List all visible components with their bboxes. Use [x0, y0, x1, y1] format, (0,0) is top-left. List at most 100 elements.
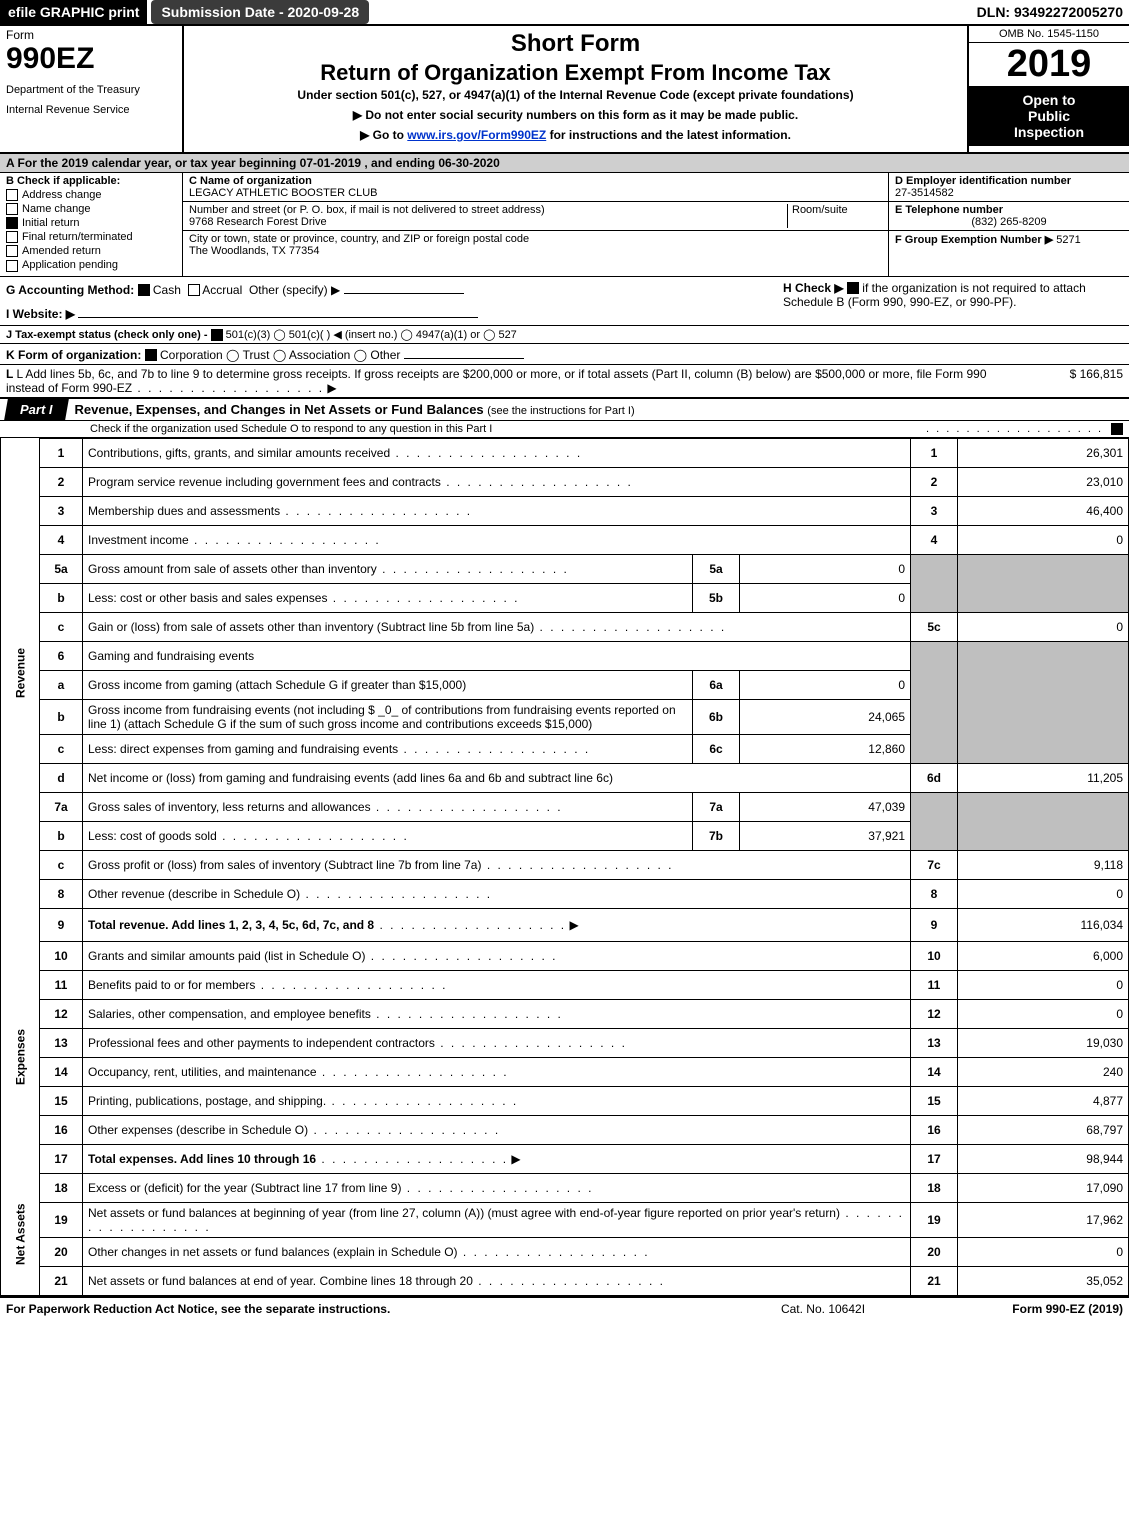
form-number: 990EZ — [6, 42, 176, 76]
part1-header: Part I Revenue, Expenses, and Changes in… — [0, 397, 1129, 421]
short-form-title: Short Form — [190, 30, 961, 58]
checkbox-checked-icon — [6, 217, 18, 229]
instr-no-ssn: ▶ Do not enter social security numbers o… — [190, 108, 961, 122]
checkbox-checked-icon[interactable] — [211, 329, 223, 341]
netassets-side-label: Net Assets — [1, 1173, 40, 1295]
section-c: C Name of organization LEGACY ATHLETIC B… — [183, 173, 888, 276]
omb-number: OMB No. 1545-1150 — [969, 26, 1129, 43]
header-right: OMB No. 1545-1150 2019 Open to Public In… — [967, 26, 1129, 152]
table-row: 7a Gross sales of inventory, less return… — [1, 792, 1129, 821]
section-b-header: B Check if applicable: — [6, 175, 176, 187]
instr-goto-post: for instructions and the latest informat… — [550, 128, 791, 142]
form-number-block: Form 990EZ Department of the Treasury In… — [0, 26, 184, 152]
table-row: 14 Occupancy, rent, utilities, and maint… — [1, 1057, 1129, 1086]
part1-tab: Part I — [4, 399, 68, 420]
expenses-side-label: Expenses — [1, 941, 40, 1173]
form-word: Form — [6, 28, 176, 42]
checkbox-checked-icon[interactable] — [1111, 423, 1123, 435]
instr-goto: ▶ Go to www.irs.gov/Form990EZ for instru… — [190, 128, 961, 142]
ein-row: D Employer identification number 27-3514… — [889, 173, 1129, 202]
j-row: J Tax-exempt status (check only one) - 5… — [0, 326, 1129, 344]
footer-catno: Cat. No. 10642I — [723, 1302, 923, 1316]
irs-link[interactable]: www.irs.gov/Form990EZ — [407, 128, 546, 142]
group-exemption-value: 5271 — [1056, 234, 1080, 246]
table-row: 13 Professional fees and other payments … — [1, 1028, 1129, 1057]
tax-period-row: A For the 2019 calendar year, or tax yea… — [0, 154, 1129, 173]
table-row: Net Assets 18 Excess or (deficit) for th… — [1, 1173, 1129, 1202]
street-label: Number and street (or P. O. box, if mail… — [189, 204, 787, 216]
table-row: c Gross profit or (loss) from sales of i… — [1, 850, 1129, 879]
cb-initial-return[interactable]: Initial return — [6, 217, 176, 229]
checkbox-checked-icon[interactable] — [138, 284, 150, 296]
table-row: 2 Program service revenue including gove… — [1, 467, 1129, 496]
open-line3: Inspection — [971, 124, 1127, 140]
g-accounting: G Accounting Method: Cash Accrual Other … — [6, 281, 783, 321]
part1-table: Revenue 1 Contributions, gifts, grants, … — [0, 438, 1129, 1296]
open-line1: Open to — [971, 92, 1127, 108]
checkbox-icon — [6, 231, 18, 243]
k-other-input[interactable] — [404, 346, 524, 359]
table-row: 12 Salaries, other compensation, and emp… — [1, 999, 1129, 1028]
table-row: d Net income or (loss) from gaming and f… — [1, 763, 1129, 792]
efile-print-button[interactable]: efile GRAPHIC print — [0, 0, 147, 24]
form-header: Form 990EZ Department of the Treasury In… — [0, 26, 1129, 154]
entity-block: B Check if applicable: Address change Na… — [0, 173, 1129, 277]
table-row: 3 Membership dues and assessments 3 46,4… — [1, 496, 1129, 525]
room-suite-label: Room/suite — [787, 204, 882, 228]
tax-year: 2019 — [969, 43, 1129, 86]
form-title-block: Short Form Return of Organization Exempt… — [184, 26, 967, 152]
j-label: J Tax-exempt status (check only one) - — [6, 329, 208, 341]
checkbox-checked-icon[interactable] — [145, 349, 157, 361]
table-row: 4 Investment income 4 0 — [1, 525, 1129, 554]
footer-row: For Paperwork Reduction Act Notice, see … — [0, 1296, 1129, 1320]
cb-name-change[interactable]: Name change — [6, 203, 176, 215]
cb-amended-return[interactable]: Amended return — [6, 245, 176, 257]
street-row: Number and street (or P. O. box, if mail… — [183, 202, 888, 231]
part1-title: Revenue, Expenses, and Changes in Net As… — [67, 399, 643, 420]
g-label: G Accounting Method: — [6, 283, 134, 297]
l-amount: $ 166,815 — [1023, 367, 1123, 395]
street-value: 9768 Research Forest Drive — [189, 216, 787, 228]
cb-final-return[interactable]: Final return/terminated — [6, 231, 176, 243]
cb-application-pending[interactable]: Application pending — [6, 259, 176, 271]
city-row: City or town, state or province, country… — [183, 231, 888, 259]
table-row: 17 Total expenses. Add lines 10 through … — [1, 1144, 1129, 1173]
open-line2: Public — [971, 108, 1127, 124]
part1-check-row: Check if the organization used Schedule … — [0, 421, 1129, 438]
return-title: Return of Organization Exempt From Incom… — [190, 60, 961, 86]
k-row: K Form of organization: Corporation ◯ Tr… — [0, 344, 1129, 365]
l-row: L L Add lines 5b, 6c, and 7b to line 9 t… — [0, 365, 1129, 397]
table-row: 6 Gaming and fundraising events — [1, 641, 1129, 670]
other-specify-input[interactable] — [344, 281, 464, 294]
table-row: Revenue 1 Contributions, gifts, grants, … — [1, 438, 1129, 467]
phone-row: E Telephone number (832) 265-8209 — [889, 202, 1129, 231]
table-row: c Gain or (loss) from sale of assets oth… — [1, 612, 1129, 641]
checkbox-icon — [6, 203, 18, 215]
website-input[interactable] — [78, 305, 478, 318]
table-row: 8 Other revenue (describe in Schedule O)… — [1, 879, 1129, 908]
section-def: D Employer identification number 27-3514… — [888, 173, 1129, 276]
city-label: City or town, state or province, country… — [189, 233, 529, 245]
ein-label: D Employer identification number — [895, 175, 1123, 187]
i-website-label: I Website: ▶ — [6, 307, 75, 321]
k-options: Corporation ◯ Trust ◯ Association ◯ Othe… — [160, 348, 400, 362]
table-row: 5a Gross amount from sale of assets othe… — [1, 554, 1129, 583]
checkbox-icon — [6, 245, 18, 257]
dept-treasury: Department of the Treasury — [6, 84, 176, 96]
phone-label: E Telephone number — [895, 204, 1123, 216]
table-row: 19 Net assets or fund balances at beginn… — [1, 1202, 1129, 1237]
cb-address-change[interactable]: Address change — [6, 189, 176, 201]
checkbox-icon[interactable] — [188, 284, 200, 296]
table-row: 11 Benefits paid to or for members 11 0 — [1, 970, 1129, 999]
checkbox-icon — [6, 189, 18, 201]
table-row: Expenses 10 Grants and similar amounts p… — [1, 941, 1129, 970]
table-row: 20 Other changes in net assets or fund b… — [1, 1237, 1129, 1266]
checkbox-checked-icon[interactable] — [847, 282, 859, 294]
instr-goto-pre: ▶ Go to — [360, 128, 407, 142]
k-label: K Form of organization: — [6, 348, 141, 362]
h-label-1: H Check ▶ — [783, 281, 844, 295]
org-name-row: C Name of organization LEGACY ATHLETIC B… — [183, 173, 888, 202]
table-row: 9 Total revenue. Add lines 1, 2, 3, 4, 5… — [1, 908, 1129, 941]
section-b: B Check if applicable: Address change Na… — [0, 173, 183, 276]
top-bar: efile GRAPHIC print Submission Date - 20… — [0, 0, 1129, 26]
